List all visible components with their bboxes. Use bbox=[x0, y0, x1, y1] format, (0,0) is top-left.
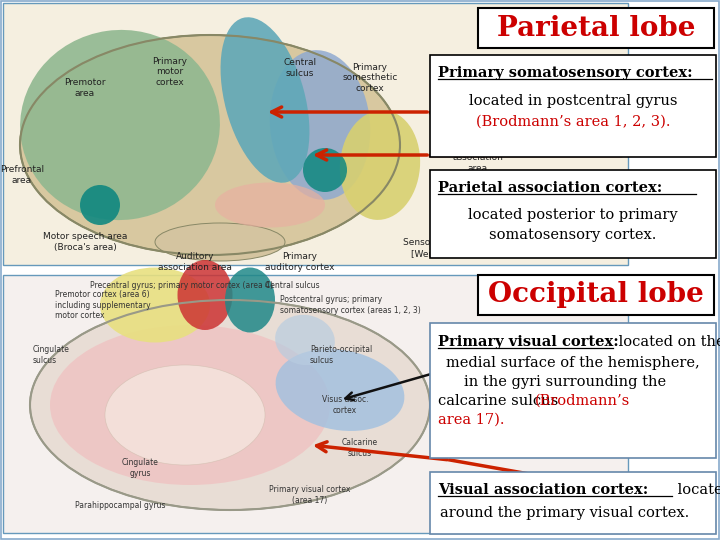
Text: Parietal association cortex:: Parietal association cortex: bbox=[438, 181, 662, 195]
Text: somatosensory cortex.: somatosensory cortex. bbox=[490, 228, 657, 242]
Text: Calcarine
sulcus: Calcarine sulcus bbox=[342, 438, 378, 458]
FancyBboxPatch shape bbox=[3, 275, 628, 533]
Text: Visual
cortex: Visual cortex bbox=[476, 235, 505, 255]
Ellipse shape bbox=[105, 365, 265, 465]
FancyBboxPatch shape bbox=[430, 472, 716, 534]
Text: calcarine sulcus: calcarine sulcus bbox=[438, 394, 563, 408]
FancyBboxPatch shape bbox=[430, 55, 716, 157]
Text: around the primary visual cortex.: around the primary visual cortex. bbox=[441, 506, 690, 520]
Ellipse shape bbox=[178, 260, 233, 330]
Text: Primary
motor
cortex: Primary motor cortex bbox=[153, 57, 187, 87]
Text: Somesthetic
association
area: Somesthetic association area bbox=[450, 143, 506, 173]
Text: Precentral gyrus; primary motor cortex (area 4): Precentral gyrus; primary motor cortex (… bbox=[90, 281, 273, 291]
Text: Primary visual cortex
(area 17): Primary visual cortex (area 17) bbox=[269, 485, 351, 505]
Ellipse shape bbox=[215, 183, 325, 227]
Text: located on the: located on the bbox=[614, 335, 720, 349]
Text: in the gyri surrounding the: in the gyri surrounding the bbox=[464, 375, 666, 389]
Text: Visual
associatic
area: Visual associatic area bbox=[461, 200, 505, 230]
Text: Prefrontal
area: Prefrontal area bbox=[0, 165, 44, 185]
Text: Auditory
association area: Auditory association area bbox=[158, 252, 232, 272]
FancyBboxPatch shape bbox=[478, 8, 714, 48]
Ellipse shape bbox=[30, 300, 430, 510]
Text: Visual association cortex:: Visual association cortex: bbox=[438, 483, 648, 497]
Text: Sensory speech area
[Wernicke's area]: Sensory speech area [Wernicke's area] bbox=[402, 238, 498, 258]
Text: area 17).: area 17). bbox=[438, 413, 505, 427]
Text: medial surface of the hemisphere,: medial surface of the hemisphere, bbox=[446, 356, 700, 370]
FancyBboxPatch shape bbox=[430, 323, 716, 458]
Ellipse shape bbox=[270, 50, 370, 200]
Ellipse shape bbox=[275, 315, 335, 365]
Text: located posterior to primary: located posterior to primary bbox=[468, 208, 678, 222]
Text: Central sulcus: Central sulcus bbox=[265, 281, 320, 291]
Text: Primary somatosensory cortex:: Primary somatosensory cortex: bbox=[438, 66, 693, 80]
Text: located: located bbox=[673, 483, 720, 497]
Text: Primary
somesthetic
cortex: Primary somesthetic cortex bbox=[342, 63, 397, 93]
Ellipse shape bbox=[225, 267, 275, 333]
Circle shape bbox=[80, 185, 120, 225]
Text: Occipital lobe: Occipital lobe bbox=[488, 281, 704, 308]
Text: Parahippocampal gyrus: Parahippocampal gyrus bbox=[75, 501, 166, 510]
Ellipse shape bbox=[155, 223, 285, 261]
Text: Premotor cortex (area 6)
including supplementary
motor cortex: Premotor cortex (area 6) including suppl… bbox=[55, 290, 150, 320]
Ellipse shape bbox=[20, 35, 400, 255]
Ellipse shape bbox=[220, 17, 310, 183]
Text: Visus assoc.
cortex: Visus assoc. cortex bbox=[322, 395, 368, 415]
Text: Parietal lobe: Parietal lobe bbox=[497, 15, 696, 42]
Text: Cingulate
sulcus: Cingulate sulcus bbox=[33, 345, 70, 364]
Text: Postcentral gyrus; primary
somatosensory cortex (areas 1, 2, 3): Postcentral gyrus; primary somatosensory… bbox=[280, 295, 420, 315]
Text: located in postcentral gyrus: located in postcentral gyrus bbox=[469, 94, 678, 108]
Text: Parieto-occipital
sulcus: Parieto-occipital sulcus bbox=[310, 345, 372, 364]
Circle shape bbox=[303, 148, 347, 192]
Text: (Brodmann’s area 1, 2, 3).: (Brodmann’s area 1, 2, 3). bbox=[476, 115, 670, 129]
Text: Primary visual cortex:: Primary visual cortex: bbox=[438, 335, 618, 349]
Ellipse shape bbox=[100, 267, 210, 342]
Text: Premotor
area: Premotor area bbox=[64, 78, 106, 98]
Text: Central
sulcus: Central sulcus bbox=[284, 58, 317, 78]
Ellipse shape bbox=[50, 325, 330, 485]
Ellipse shape bbox=[20, 30, 220, 220]
Text: (Brodmann’s: (Brodmann’s bbox=[535, 394, 630, 408]
FancyBboxPatch shape bbox=[430, 170, 716, 258]
FancyBboxPatch shape bbox=[3, 3, 628, 265]
Text: Cingulate
gyrus: Cingulate gyrus bbox=[122, 458, 158, 478]
Ellipse shape bbox=[276, 349, 405, 431]
Text: Primary
auditory cortex: Primary auditory cortex bbox=[265, 252, 335, 272]
Ellipse shape bbox=[340, 110, 420, 220]
Text: Taste
area: Taste area bbox=[438, 105, 462, 125]
Text: Motor speech area
(Broca's area): Motor speech area (Broca's area) bbox=[42, 232, 127, 252]
FancyBboxPatch shape bbox=[478, 275, 714, 315]
